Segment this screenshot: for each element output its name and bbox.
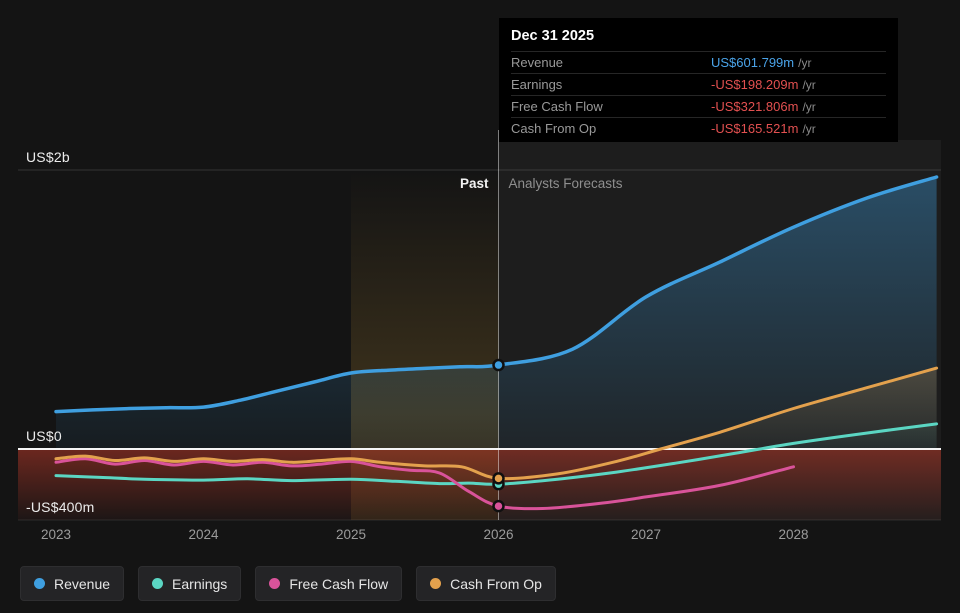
- x-axis-label: 2027: [630, 527, 662, 542]
- y-axis-label: US$2b: [26, 149, 70, 165]
- y-axis-label: -US$400m: [26, 499, 95, 515]
- tooltip-row: Revenue US$601.799m/yr: [511, 51, 886, 73]
- tooltip-row-label: Cash From Op: [511, 121, 597, 136]
- tooltip-row-unit: /yr: [802, 78, 816, 92]
- tooltip-row-label: Earnings: [511, 77, 563, 92]
- tooltip-row: Cash From Op -US$165.521m/yr: [511, 117, 886, 139]
- legend-dot-icon: [152, 578, 164, 589]
- hover-markers: [492, 358, 505, 513]
- tooltip-row-label: Free Cash Flow: [511, 99, 603, 114]
- x-axis-label: 2024: [188, 527, 219, 542]
- tooltip-row-unit: /yr: [802, 122, 816, 136]
- tooltip-row-value: -US$198.209m: [711, 77, 799, 92]
- x-axis-label: 2028: [778, 527, 809, 542]
- y-axis-label: US$0: [26, 428, 62, 444]
- legend-dot-icon: [430, 578, 442, 589]
- legend-item-label: Cash From Op: [450, 575, 542, 592]
- tooltip-row-label: Revenue: [511, 55, 564, 70]
- legend: Revenue Earnings Free Cash Flow Cash From O…: [20, 566, 556, 601]
- legend-item-free-cash-flow[interactable]: Free Cash Flow: [255, 566, 403, 601]
- legend-dot-icon: [269, 578, 281, 589]
- tooltip: Dec 31 2025 Revenue US$601.799m/yr Earning…: [499, 18, 898, 142]
- tooltip-row: Earnings -US$198.209m/yr: [511, 73, 886, 95]
- legend-item-earnings[interactable]: Earnings: [138, 566, 242, 601]
- legend-dot-icon: [34, 578, 45, 589]
- tooltip-row-unit: /yr: [798, 56, 812, 70]
- tooltip-rows: Revenue US$601.799m/yr Earnings -US$198.209…: [511, 51, 886, 139]
- series-lines: [54, 175, 939, 511]
- tooltip-row-value: -US$321.806m: [711, 99, 799, 114]
- legend-item-label: Earnings: [172, 575, 228, 592]
- x-axis-label: 2025: [335, 527, 367, 542]
- tooltip-row: Free Cash Flow -US$321.806m/yr: [511, 95, 886, 117]
- legend-item-cash-from-op[interactable]: Cash From Op: [416, 566, 556, 601]
- x-axis-label: 2026: [483, 527, 514, 542]
- tooltip-row-unit: /yr: [802, 100, 816, 114]
- past-label: Past: [459, 176, 489, 191]
- legend-item-label: Revenue: [54, 575, 111, 592]
- tooltip-date: Dec 31 2025: [511, 28, 595, 44]
- analysts-forecasts-label: Analysts Forecasts: [508, 176, 623, 191]
- x-axis-label: 2023: [40, 527, 72, 542]
- legend-item-revenue[interactable]: Revenue: [20, 566, 125, 601]
- tooltip-row-value: -US$165.521m: [711, 121, 799, 136]
- tooltip-row-value: US$601.799m: [711, 55, 795, 70]
- legend-item-label: Free Cash Flow: [289, 575, 389, 592]
